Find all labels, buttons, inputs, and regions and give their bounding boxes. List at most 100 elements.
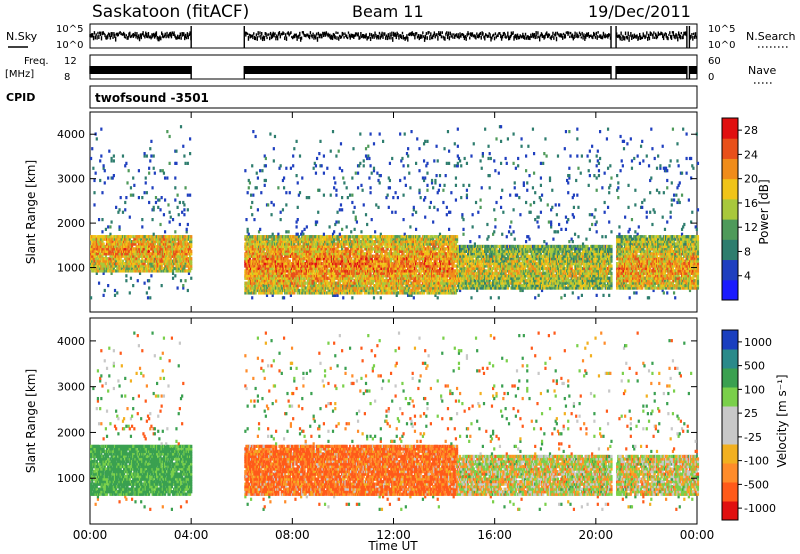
power-cell: [256, 240, 259, 244]
power-cell: [116, 254, 119, 258]
power-cell: [261, 242, 264, 246]
power-cell: [284, 288, 287, 293]
power-cell: [145, 266, 148, 271]
power-cell: [135, 249, 138, 253]
power-cell: [288, 279, 291, 283]
power-cell: [162, 262, 166, 266]
power-cell: [269, 269, 272, 273]
power-cell: [252, 266, 255, 271]
power-cell: [260, 237, 263, 241]
power-cell: [279, 218, 282, 222]
power-cell: [287, 286, 290, 290]
power-cell: [262, 235, 265, 239]
power-cell: [254, 262, 257, 266]
power-cell: [115, 235, 118, 239]
power-cell: [287, 242, 290, 246]
power-cell: [158, 235, 161, 239]
power-cell: [117, 240, 120, 244]
power-cell: [280, 264, 283, 268]
power-cell: [261, 269, 264, 273]
power-cell: [187, 247, 191, 251]
power-cell: [256, 284, 259, 288]
power-cell: [107, 176, 110, 180]
power-cell: [150, 274, 153, 278]
power-cell: [128, 262, 131, 266]
power-cell: [276, 271, 279, 275]
power-cell: [256, 276, 259, 280]
power-cell: [189, 254, 192, 258]
power-cell: [278, 284, 281, 288]
power-cell: [130, 244, 134, 249]
power-cell: [182, 237, 185, 241]
power-cell: [167, 269, 170, 273]
power-cell: [248, 279, 252, 283]
power-cell: [119, 237, 122, 241]
power-cell: [128, 237, 131, 241]
power-cell: [245, 242, 248, 246]
power-cell: [301, 176, 304, 180]
power-cell: [138, 254, 142, 258]
power-cell: [254, 271, 257, 275]
power-cell: [142, 264, 145, 268]
power-cell: [186, 237, 189, 241]
power-cell: [272, 247, 275, 251]
power-cell: [93, 252, 96, 256]
power-cell: [187, 235, 191, 239]
power-cell: [248, 269, 252, 273]
power-cell: [112, 264, 115, 268]
power-cell: [265, 281, 269, 285]
power-cell: [108, 262, 111, 266]
power-cell: [264, 178, 267, 183]
power-cell: [187, 249, 191, 253]
power-cell: [96, 235, 100, 239]
power-cell: [109, 262, 112, 266]
power-cell: [257, 230, 261, 234]
power-cell: [154, 254, 158, 258]
power-cell: [184, 257, 187, 261]
power-cell: [256, 271, 259, 275]
power-cell: [285, 269, 288, 273]
power-cell: [265, 249, 269, 253]
power-cell: [133, 259, 136, 263]
power-cell: [115, 257, 118, 261]
power-cell: [167, 235, 170, 239]
power-cell: [285, 264, 288, 268]
power-cell: [255, 254, 258, 258]
power-cell: [178, 262, 181, 266]
power-cell: [275, 271, 278, 275]
power-cell: [271, 237, 274, 241]
power-cell: [262, 266, 265, 271]
power-cell: [359, 161, 362, 165]
power-cell: [352, 147, 355, 151]
power-cell: [284, 264, 287, 268]
power-cell: [244, 284, 247, 288]
power-cell: [345, 225, 348, 229]
power-cell: [182, 259, 185, 263]
power-cell: [285, 166, 288, 170]
power-cell: [245, 259, 248, 263]
power-cell: [125, 196, 128, 200]
power-cell: [247, 262, 250, 266]
power-cell: [252, 264, 255, 268]
power-cell: [119, 249, 122, 253]
power-cell: [107, 264, 110, 268]
power-cell: [178, 235, 181, 239]
power-cell: [270, 200, 273, 205]
power-cell: [251, 286, 254, 290]
power-cell: [133, 183, 136, 187]
power-cell: [183, 254, 186, 258]
power-cell: [162, 257, 166, 261]
power-cell: [152, 205, 155, 209]
power-cell: [185, 269, 188, 273]
power-cell: [138, 244, 142, 249]
power-cell: [169, 252, 172, 256]
power-cell: [153, 247, 156, 251]
power-cell: [117, 262, 120, 266]
power-cell: [137, 235, 141, 239]
power-cell: [346, 196, 349, 200]
power-cell: [97, 247, 101, 251]
power-cell: [261, 247, 264, 251]
power-cell: [272, 254, 275, 258]
power-cell: [252, 252, 255, 256]
power-cell: [153, 242, 156, 246]
